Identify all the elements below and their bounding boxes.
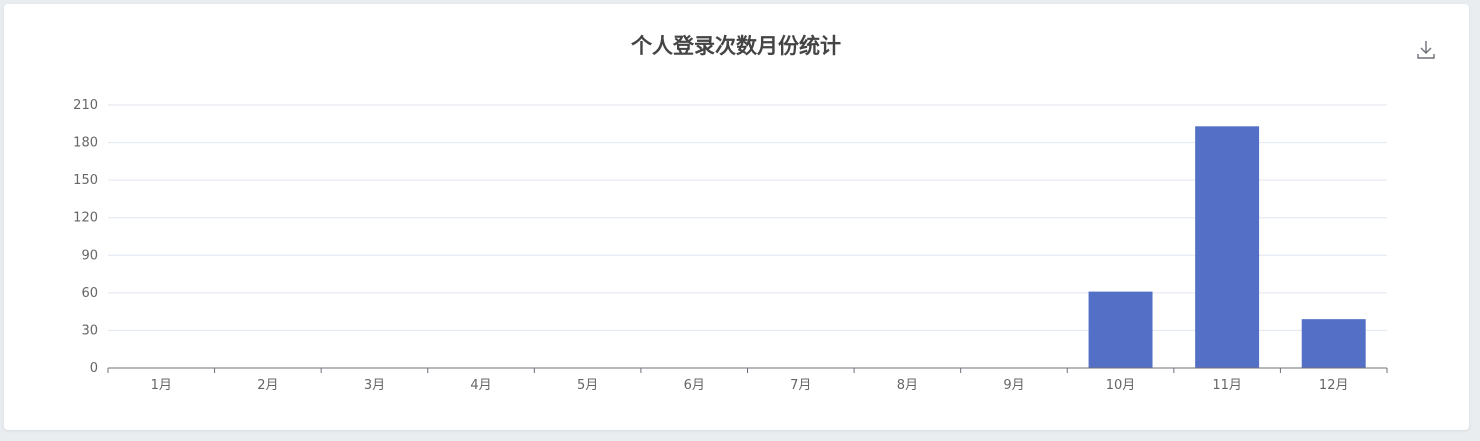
y-tick-label: 210 — [73, 98, 98, 113]
grid-lines — [108, 104, 1387, 331]
bar[interactable] — [1088, 291, 1153, 368]
x-tick-label: 8月 — [897, 378, 918, 393]
x-tick-label: 4月 — [470, 378, 491, 393]
x-tick-label: 2月 — [257, 378, 278, 393]
y-tick-label: 150 — [73, 173, 98, 188]
y-axis-ticks: 0 30 60 90 120 150 180 210 — [73, 98, 98, 376]
x-tick-label: 6月 — [684, 378, 705, 393]
x-tick-label: 11月 — [1212, 378, 1242, 393]
y-tick-label: 0 — [90, 361, 98, 376]
x-axis: 1月 2月 3月 4月 5月 6月 7月 8月 9月 10月 11月 12月 — [107, 367, 1388, 393]
y-tick-label: 90 — [81, 248, 98, 263]
x-tick-label: 12月 — [1319, 378, 1349, 393]
x-tick-label: 9月 — [1003, 378, 1024, 393]
y-tick-label: 30 — [81, 323, 98, 338]
x-tick-label: 1月 — [151, 378, 172, 393]
bar[interactable] — [1301, 319, 1366, 368]
bars — [1088, 126, 1366, 369]
download-button[interactable] — [1414, 38, 1438, 62]
x-tick-label: 3月 — [364, 378, 385, 393]
y-tick-label: 180 — [73, 136, 98, 151]
x-tick-label: 7月 — [790, 378, 811, 393]
x-tick-label: 10月 — [1106, 378, 1136, 393]
chart-title: 个人登录次数月份统计 — [631, 34, 841, 58]
y-tick-label: 120 — [73, 211, 98, 226]
download-icon — [1417, 41, 1435, 59]
x-tick-label: 5月 — [577, 378, 598, 393]
y-tick-label: 60 — [81, 286, 98, 301]
bar[interactable] — [1195, 126, 1260, 369]
